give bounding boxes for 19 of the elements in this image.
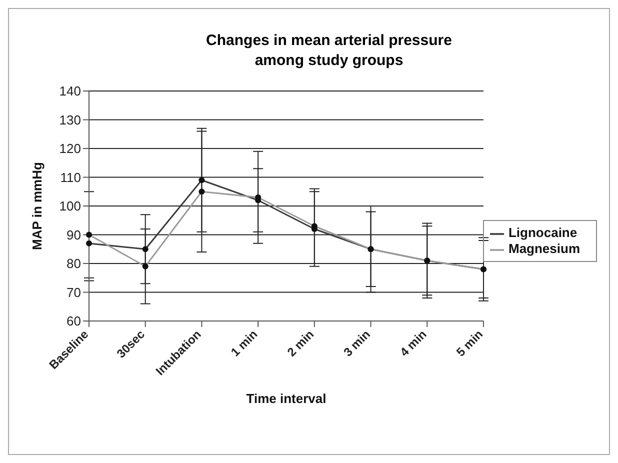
y-axis-title: MAP in mmHg xyxy=(30,162,45,250)
y-tick-label: 100 xyxy=(59,198,81,214)
y-tick-label: 140 xyxy=(59,84,81,99)
y-tick-label: 130 xyxy=(59,112,81,128)
x-tick-label: 2 min xyxy=(284,327,317,360)
y-tick-label: 60 xyxy=(66,314,81,329)
chart-title: Changes in mean arterial pressure among study groups xyxy=(205,31,453,71)
legend-label: Magnesium xyxy=(508,241,580,256)
x-tick-label: 5 min xyxy=(454,327,486,360)
x-tick-label: 4 min xyxy=(397,327,430,360)
y-tick-label: 90 xyxy=(66,227,81,242)
y-tick-label: 70 xyxy=(66,284,81,300)
x-tick-label: 1 min xyxy=(228,327,260,360)
x-tick-label: 3 min xyxy=(340,327,373,360)
y-tick-label: 110 xyxy=(60,170,81,185)
y-tick-label: 80 xyxy=(66,256,81,272)
legend-label: Lignocaine xyxy=(508,225,578,240)
y-tick-label: 120 xyxy=(59,141,81,156)
x-axis-title: Time interval xyxy=(246,391,326,406)
